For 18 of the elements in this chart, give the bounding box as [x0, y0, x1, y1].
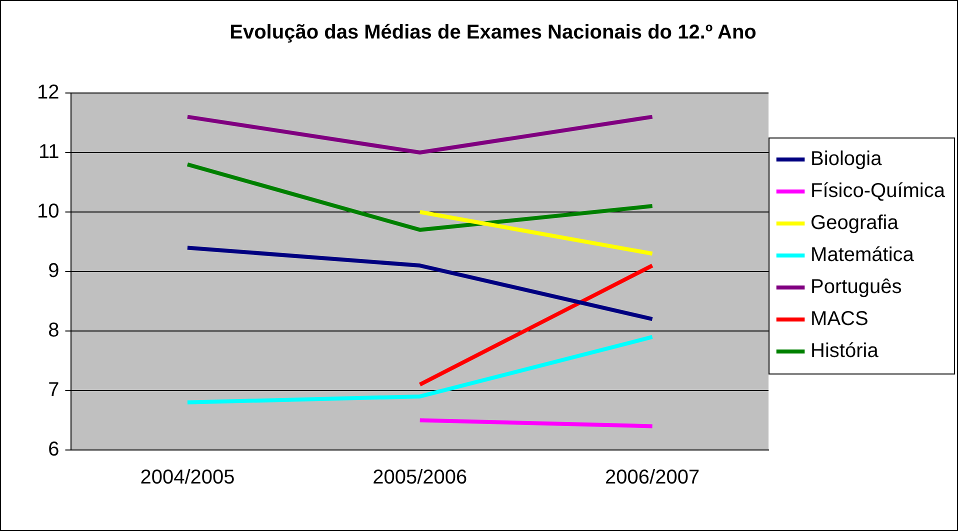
x-tick-label: 2004/2005	[140, 466, 235, 489]
y-tick-label: 12	[36, 82, 60, 104]
legend-label: MACS	[810, 308, 868, 330]
x-tick-label: 2006/2007	[605, 466, 700, 489]
chart-title: Evolução das Médias de Exames Nacionais do 12.º Ano	[230, 22, 756, 44]
y-tick-label: 10	[36, 200, 60, 223]
x-tick-label: 2005/2006	[372, 466, 468, 489]
legend-label: Biologia	[810, 148, 883, 170]
legend-label: Físico-Química	[810, 180, 946, 202]
y-tick-label: 9	[48, 260, 60, 282]
legend-label: Geografia	[810, 212, 900, 234]
y-tick-label: 7	[48, 379, 60, 402]
legend-label: Português	[810, 276, 902, 298]
legend-label: Matemática	[810, 244, 915, 266]
y-tick-label: 8	[48, 320, 60, 342]
legend-label: História	[810, 340, 880, 362]
y-tick-label: 11	[38, 141, 60, 164]
y-tick-label: 6	[48, 438, 60, 461]
